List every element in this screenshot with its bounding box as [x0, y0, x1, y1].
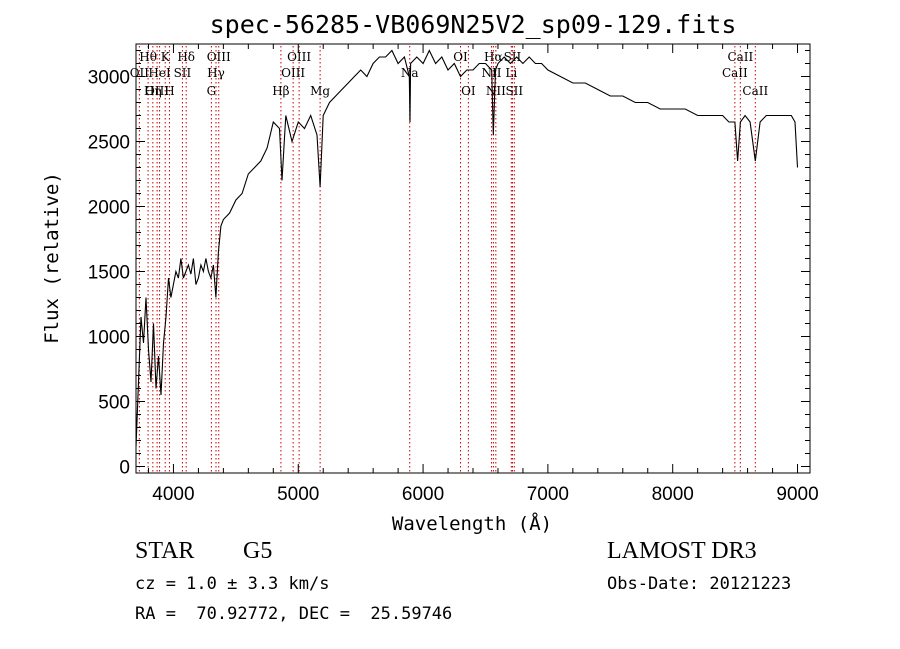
line-marker-label: CaII: [722, 66, 748, 80]
axis-ticks: 4000 5000 6000 7000 8000 9000 0 500 1000 1500 2000…: [88, 44, 819, 505]
line-marker-label: SII: [174, 66, 192, 80]
y-tick-label: 3000: [88, 68, 130, 89]
x-axis-label: Wavelength (Å): [392, 512, 552, 535]
x-tick-label: 6000: [402, 484, 444, 505]
line-marker-label: OIII: [207, 50, 231, 64]
plot-frame: [135, 43, 811, 474]
line-marker-label: Hγ: [207, 66, 225, 80]
chart-title: spec-56285-VB069N25V2_sp09-129.fits: [210, 10, 737, 39]
redshift-text: cz = 1.0 ± 3.3 km/s: [135, 574, 330, 594]
y-tick-label: 0: [119, 458, 130, 479]
line-marker-label: Hα: [484, 50, 503, 64]
y-tick-label: 500: [98, 393, 130, 414]
y-axis-label: Flux (relative): [41, 172, 63, 344]
x-tick-label: 9000: [776, 484, 818, 505]
x-tick-label: 4000: [152, 484, 194, 505]
obs-date-text: Obs-Date: 20121223: [607, 574, 792, 594]
line-marker-label: OII: [130, 66, 150, 80]
line-marker-label: OI: [461, 84, 476, 98]
line-marker-label: OIII: [287, 50, 311, 64]
x-tick-label: 7000: [527, 484, 569, 505]
survey-name: LAMOST DR3: [607, 538, 757, 564]
line-marker-label: OIII: [281, 66, 305, 80]
line-marker-label: Hη: [144, 84, 162, 98]
line-marker-label: H: [164, 84, 174, 98]
line-marker-label: G: [207, 84, 217, 98]
line-marker-label: OIII: [145, 84, 169, 98]
object-subclass: G5: [243, 538, 273, 564]
spectrum-series-line: [135, 49, 799, 448]
line-marker-label: NII: [486, 84, 506, 98]
line-marker-label: SII: [505, 84, 523, 98]
line-marker-label: OI: [453, 50, 468, 64]
y-tick-label: 2000: [88, 198, 130, 219]
line-marker-label: CaII: [742, 84, 768, 98]
object-class: STAR: [135, 538, 195, 564]
line-marker-label: CaII: [727, 50, 753, 64]
coordinates-text: RA = 70.92772, DEC = 25.59746: [135, 604, 453, 624]
y-tick-label: 1000: [88, 328, 130, 349]
line-marker-label: Na: [401, 66, 419, 80]
y-tick-label: 2500: [88, 133, 130, 154]
line-marker-label: Hβ: [272, 84, 289, 98]
line-marker-label: Hδ: [177, 50, 195, 64]
line-marker-label: Hθ: [139, 50, 157, 64]
line-marker-label: HeI: [148, 66, 171, 80]
line-marker-label: Mg: [310, 84, 330, 98]
x-tick-label: 8000: [652, 484, 694, 505]
x-tick-label: 5000: [277, 484, 319, 505]
line-marker-label: K: [161, 50, 171, 64]
line-marker-label: Li: [505, 66, 517, 80]
line-markers: [138, 46, 756, 472]
y-tick-label: 1500: [88, 263, 130, 284]
